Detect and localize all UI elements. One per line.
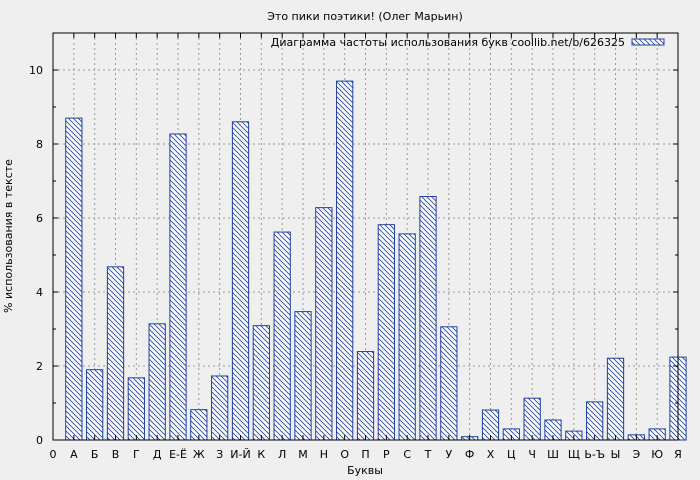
y-axis-label: % использования в тексте: [2, 159, 15, 313]
x-tick-label: 0: [50, 448, 57, 461]
x-tick-label: М: [298, 448, 308, 461]
x-tick-label: Щ: [568, 448, 580, 461]
bar-4: [127, 377, 145, 441]
y-tick-label: 8: [36, 138, 43, 151]
bar-6: [169, 133, 187, 441]
x-tick-label: Ж: [193, 448, 205, 461]
x-tick-label: Ч: [528, 448, 536, 461]
bars-layer: [65, 80, 687, 441]
x-tick-label: З: [216, 448, 223, 461]
x-tick-label: Ю: [651, 448, 663, 461]
x-tick-label: Ф: [465, 448, 474, 461]
x-tick-label: Г: [133, 448, 140, 461]
bar-10: [252, 325, 270, 441]
bar-23: [523, 397, 541, 441]
x-tick-label: И-Й: [230, 448, 250, 461]
x-tick-label: Р: [383, 448, 390, 461]
x-tick-label: П: [361, 448, 369, 461]
y-tick-label: 2: [36, 360, 43, 373]
grid-layer: [53, 33, 678, 440]
bar-8: [211, 375, 229, 441]
x-tick-label: О: [340, 448, 349, 461]
legend-swatch: [631, 38, 665, 46]
bar-2: [86, 369, 104, 441]
y-tick-label: 0: [36, 434, 43, 447]
bar-26: [586, 401, 604, 441]
bar-5: [148, 323, 166, 441]
x-tick-label: Н: [320, 448, 328, 461]
x-tick-label: А: [70, 448, 78, 461]
x-tick-label: К: [257, 448, 265, 461]
x-tick-label: Т: [424, 448, 432, 461]
y-tick-label: 4: [36, 286, 43, 299]
bar-27: [606, 357, 625, 441]
y-tick-label: 6: [36, 212, 43, 225]
x-tick-label: У: [445, 448, 452, 461]
x-tick-label: Ы: [611, 448, 621, 461]
bar-18: [419, 196, 437, 441]
x-tick-label: Ь-Ъ: [584, 448, 605, 461]
bar-14: [336, 80, 354, 441]
x-axis-label: Буквы: [347, 464, 383, 477]
legend-label: Диаграмма частоты использования букв coo…: [271, 36, 625, 49]
bar-19: [440, 326, 458, 441]
bar-9: [231, 121, 250, 441]
bar-3: [106, 266, 125, 441]
x-tick-label: Я: [674, 448, 682, 461]
x-tick-label: Д: [153, 448, 162, 461]
x-tick-label: Ц: [507, 448, 516, 461]
bar-13: [315, 207, 333, 441]
x-tick-label: В: [112, 448, 120, 461]
x-tick-label: Б: [91, 448, 99, 461]
bar-12: [294, 311, 312, 441]
x-tick-label: Ш: [547, 448, 559, 461]
bar-17: [398, 233, 416, 441]
x-tick-label: С: [403, 448, 411, 461]
bar-11: [273, 231, 291, 441]
bar-1: [65, 117, 83, 441]
x-tick-label: Э: [632, 448, 640, 461]
bar-15: [356, 351, 375, 441]
chart-title: Это пики поэтики! (Олег Марьин): [267, 10, 463, 23]
legend: Диаграмма частоты использования букв coo…: [271, 36, 665, 49]
y-tick-label: 10: [29, 64, 43, 77]
x-tick-label: Х: [487, 448, 495, 461]
x-tick-label: Л: [278, 448, 286, 461]
bar-16: [377, 224, 395, 441]
x-tick-label: Е-Ё: [169, 448, 187, 461]
